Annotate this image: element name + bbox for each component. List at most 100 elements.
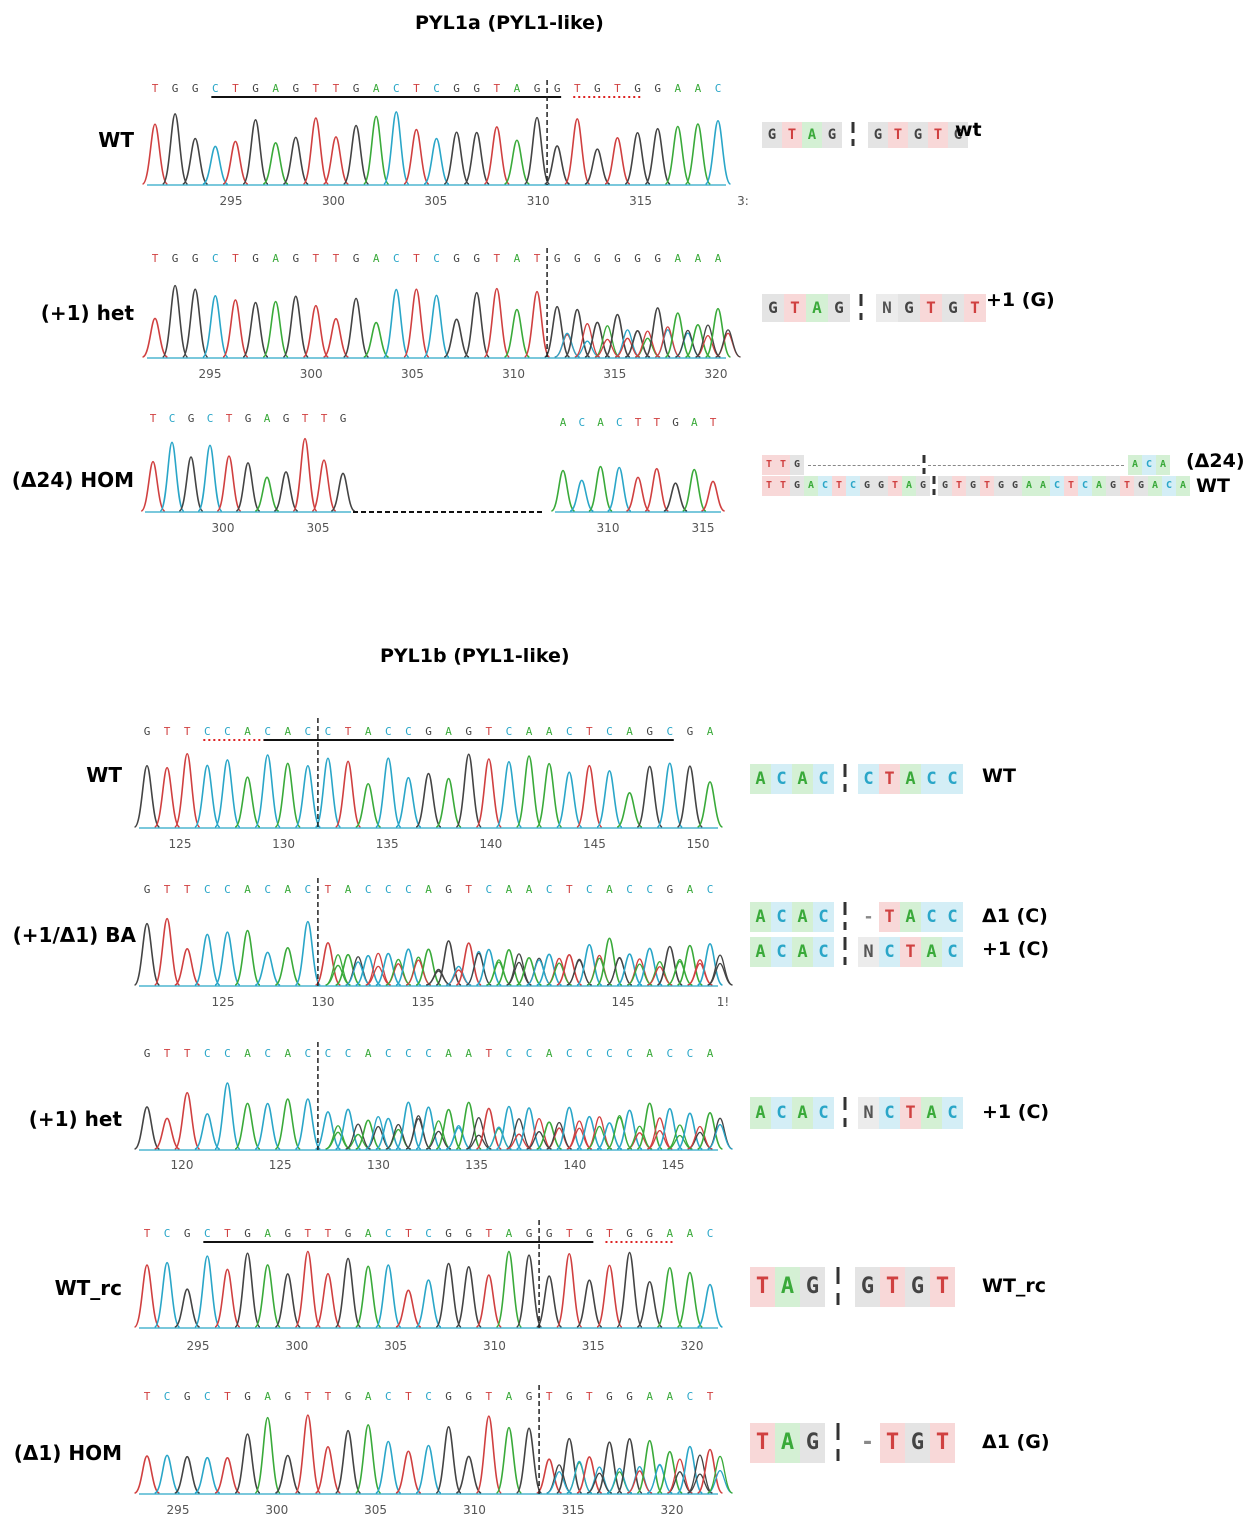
base-call: C <box>224 883 231 896</box>
aligned-base: G <box>822 122 842 148</box>
base-call: C <box>264 1047 271 1060</box>
base-call: A <box>284 1047 291 1060</box>
base-call: G <box>465 1227 472 1240</box>
base-call: C <box>204 1227 211 1240</box>
base-call: C <box>204 883 211 896</box>
trace-peak <box>523 290 551 358</box>
trace-peak <box>616 953 643 986</box>
trace-peak <box>134 1455 160 1494</box>
base-call: A <box>373 252 380 265</box>
trace-peak <box>330 472 356 512</box>
aligned-base: A <box>1156 455 1170 475</box>
trace-peak <box>664 312 692 358</box>
base-call: C <box>305 1047 312 1060</box>
trace-peak <box>194 764 221 828</box>
trace-peak <box>564 308 591 358</box>
base-call: C <box>578 416 585 429</box>
aligned-base: C <box>813 937 834 967</box>
trace-peak <box>576 1279 603 1328</box>
trace-peak <box>681 468 707 512</box>
base-call: A <box>445 725 452 738</box>
base-call: T <box>653 416 660 429</box>
aligned-base: A <box>1036 476 1050 496</box>
trace-peak-secondary <box>667 960 693 986</box>
aligned-base: A <box>750 1097 771 1129</box>
base-call: C <box>687 1390 694 1403</box>
base-call: T <box>486 1047 493 1060</box>
trace-peak-secondary <box>606 1467 633 1494</box>
trace-peak <box>676 1271 704 1328</box>
trace-peak <box>322 136 350 185</box>
base-call: G <box>345 1390 352 1403</box>
trace-peak <box>335 1108 361 1150</box>
aligned-base: G <box>1008 476 1022 496</box>
position-tick-label: 310 <box>527 194 550 208</box>
trace-peak <box>375 1440 402 1494</box>
trace-peak <box>596 1122 623 1150</box>
cut-site-marker <box>829 1267 847 1307</box>
trace-peak-secondary <box>486 959 512 986</box>
trace-peak-secondary <box>647 966 673 986</box>
trace-peak-secondary <box>586 957 613 986</box>
aligned-base: C <box>879 937 900 967</box>
trace-peak <box>314 1445 342 1494</box>
row-label-pyl1a-wt: WT <box>98 128 134 152</box>
base-call: C <box>425 1227 432 1240</box>
trace-peak <box>443 131 470 185</box>
base-call: T <box>546 1390 553 1403</box>
base-call: G <box>425 725 432 738</box>
base-call: T <box>164 725 171 738</box>
trace-peak <box>455 1266 482 1328</box>
base-call: G <box>566 1390 573 1403</box>
trace-peak-secondary <box>707 962 733 986</box>
aligned-base: C <box>942 1097 963 1129</box>
trace-peak <box>282 136 309 185</box>
base-call: C <box>305 725 312 738</box>
aligned-base: A <box>792 937 813 967</box>
trace-peak <box>543 305 571 358</box>
aligned-base: T <box>880 1423 905 1463</box>
trace-peak <box>697 1112 723 1150</box>
base-call: C <box>606 725 613 738</box>
position-tick-label: 295 <box>220 194 243 208</box>
trace-peak-secondary <box>574 340 600 358</box>
base-call: A <box>284 725 291 738</box>
pyl1a-title: PYL1a (PYL1-like) <box>415 12 604 34</box>
aligned-base: G <box>916 476 930 496</box>
trace-peak <box>685 324 711 358</box>
cut-site-marker <box>846 122 860 148</box>
base-call: C <box>345 1047 352 1060</box>
base-call: G <box>546 1227 553 1240</box>
base-call: C <box>433 252 440 265</box>
aligned-base: A <box>750 764 771 794</box>
pyl1b-title: PYL1b (PYL1-like) <box>380 645 570 667</box>
side-label-pyl1a-d24-wt: WT <box>1196 475 1230 497</box>
base-call: G <box>473 252 480 265</box>
trace-peak <box>254 951 281 986</box>
trace-peak-secondary <box>667 1134 693 1150</box>
aligned-base: T <box>952 476 966 496</box>
base-call: T <box>232 82 239 95</box>
trace-peak <box>174 1288 201 1328</box>
trace-peak <box>235 462 261 512</box>
trace-peak-secondary <box>465 952 492 986</box>
trace-peak <box>515 1427 543 1494</box>
row-label-pyl1b-plus1-het: (+1) het <box>28 1107 122 1131</box>
aligned-base: C <box>1162 476 1176 496</box>
base-call: T <box>321 412 328 425</box>
base-call: C <box>405 725 412 738</box>
position-tick-label: 295 <box>199 367 222 381</box>
base-call: C <box>425 1390 432 1403</box>
trace-peak <box>415 1279 442 1328</box>
trace-peak <box>181 137 209 185</box>
trace-peak <box>656 762 684 828</box>
trace-peak <box>624 131 651 185</box>
trace-peak <box>292 437 318 512</box>
trace-peak <box>262 300 289 358</box>
base-call: A <box>560 416 567 429</box>
trace-peak <box>596 937 623 986</box>
trace-peak <box>202 145 229 185</box>
